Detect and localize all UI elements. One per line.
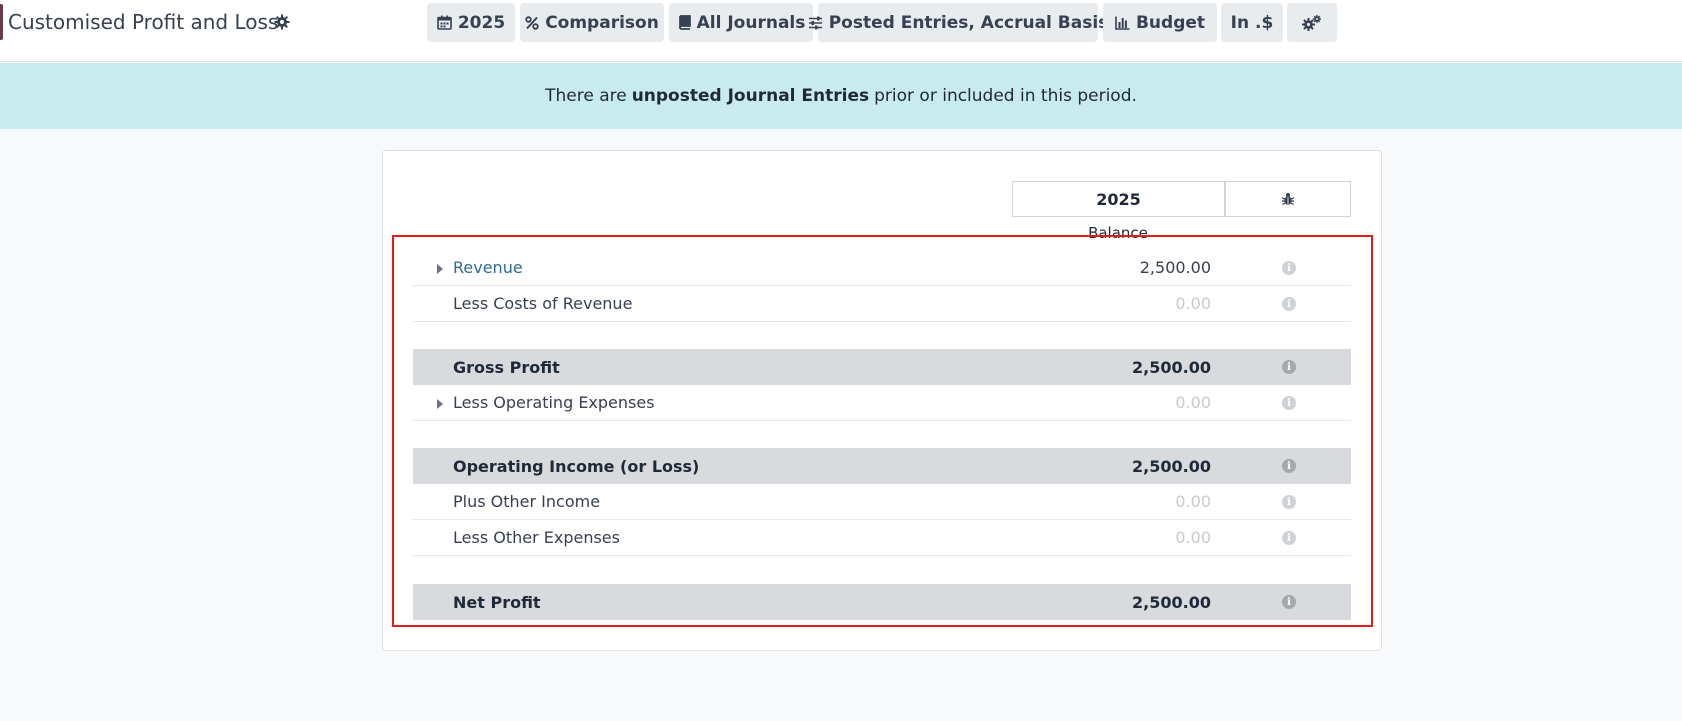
left-accent-bar [0,4,3,40]
info-icon[interactable]: i [1282,595,1296,609]
date-filter-label: 2025 [457,12,506,33]
line-label[interactable]: Less Operating Expenses [453,393,655,412]
info-icon[interactable]: i [1282,297,1296,311]
info-icon[interactable]: i [1282,531,1296,545]
budget-label: Budget [1135,12,1206,33]
line-amount[interactable]: 0.00 [1175,528,1211,547]
currency-button[interactable]: In .$ [1221,3,1283,42]
report-line-operating-income[interactable]: Operating Income (or Loss) 2,500.00 i [413,448,1351,484]
caret-right-icon[interactable] [437,399,443,409]
currency-label: In .$ [1230,12,1274,33]
line-amount[interactable]: 2,500.00 [1132,592,1211,612]
info-icon[interactable]: i [1282,360,1296,374]
sliders-icon [808,16,823,30]
gear-icon[interactable] [274,14,290,30]
report-header: Customised Profit and Loss 2025 [0,0,1682,62]
options-button[interactable] [1287,3,1337,42]
column-header-period[interactable]: 2025 [1012,181,1225,217]
unposted-entries-alert: There are unposted Journal Entries prior… [0,63,1682,129]
page-title: Customised Profit and Loss [8,10,279,34]
report-card [382,150,1382,651]
balance-subheader: Balance [1088,224,1148,242]
report-line-other-expenses[interactable]: Less Other Expenses 0.00 i [413,520,1351,556]
bar-chart-icon [1115,16,1130,30]
report-line-operating-expenses[interactable]: Less Operating Expenses 0.00 i [413,385,1351,421]
calendar-icon [437,15,452,30]
date-filter-button[interactable]: 2025 [427,3,515,42]
line-amount[interactable]: 0.00 [1175,492,1211,511]
entries-filter-button[interactable]: Posted Entries, Accrual Basis [808,3,1108,42]
line-label: Net Profit [453,592,541,612]
info-icon[interactable]: i [1282,396,1296,410]
info-icon[interactable]: i [1282,459,1296,473]
line-label: Plus Other Income [453,492,601,511]
line-label: Less Other Expenses [453,528,620,547]
report-line-gross-profit[interactable]: Gross Profit 2,500.00 i [413,349,1351,385]
line-label: Less Costs of Revenue [453,294,633,313]
report-line-revenue[interactable]: Revenue 2,500.00 i [413,250,1351,286]
percent-icon [525,15,539,30]
line-amount[interactable]: 0.00 [1175,294,1211,313]
alert-emphasis-link[interactable]: unposted Journal Entries [631,86,870,106]
report-line-net-profit[interactable]: Net Profit 2,500.00 i [413,584,1351,620]
line-amount[interactable]: 2,500.00 [1132,456,1211,476]
report-line-other-income[interactable]: Plus Other Income 0.00 i [413,484,1351,520]
report-line-costs-of-revenue[interactable]: Less Costs of Revenue 0.00 i [413,286,1351,322]
alert-suffix: prior or included in this period. [874,86,1137,106]
line-amount[interactable]: 2,500.00 [1139,258,1211,277]
bug-icon [1281,192,1295,206]
budget-button[interactable]: Budget [1103,3,1217,42]
gears-icon [1302,14,1322,31]
column-header-debug[interactable] [1225,181,1351,217]
line-label[interactable]: Revenue [453,258,523,277]
alert-prefix: There are [545,86,627,106]
journals-button[interactable]: All Journals [669,3,813,42]
entries-filter-label: Posted Entries, Accrual Basis [828,12,1109,33]
line-label: Gross Profit [453,357,560,377]
line-label: Operating Income (or Loss) [453,456,700,476]
book-icon [677,15,691,30]
journals-label: All Journals [696,12,806,33]
caret-right-icon[interactable] [437,264,443,274]
line-amount[interactable]: 2,500.00 [1132,357,1211,377]
comparison-button[interactable]: Comparison [520,3,664,42]
info-icon[interactable]: i [1282,495,1296,509]
line-amount[interactable]: 0.00 [1175,393,1211,412]
info-icon[interactable]: i [1282,261,1296,275]
comparison-label: Comparison [545,12,659,33]
